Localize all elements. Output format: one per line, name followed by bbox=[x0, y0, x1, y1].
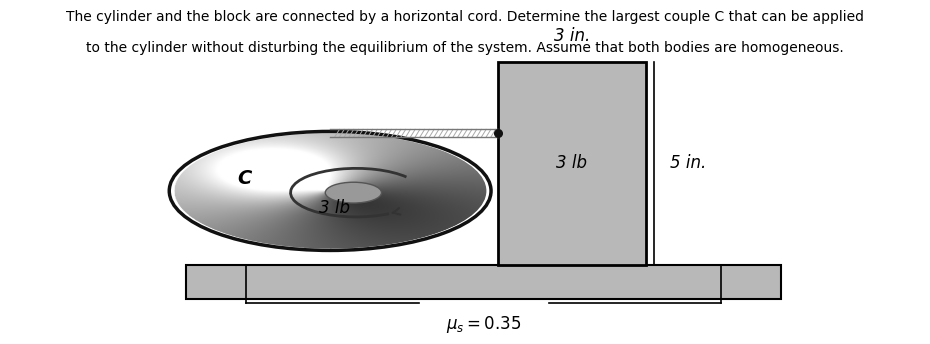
Text: 5 in.: 5 in. bbox=[670, 154, 706, 172]
Text: 3 lb: 3 lb bbox=[556, 154, 588, 172]
Text: $\mu_s = 0.35$: $\mu_s = 0.35$ bbox=[446, 313, 521, 335]
Text: The cylinder and the block are connected by a horizontal cord. Determine the lar: The cylinder and the block are connected… bbox=[66, 10, 864, 24]
Circle shape bbox=[326, 182, 381, 203]
Text: to the cylinder without disturbing the equilibrium of the system. Assume that bo: to the cylinder without disturbing the e… bbox=[86, 41, 844, 55]
Text: 3 in.: 3 in. bbox=[554, 27, 590, 45]
Text: C: C bbox=[237, 169, 251, 188]
Text: 3 lb: 3 lb bbox=[319, 199, 351, 217]
Bar bbox=[498, 62, 646, 265]
Bar bbox=[186, 265, 781, 299]
